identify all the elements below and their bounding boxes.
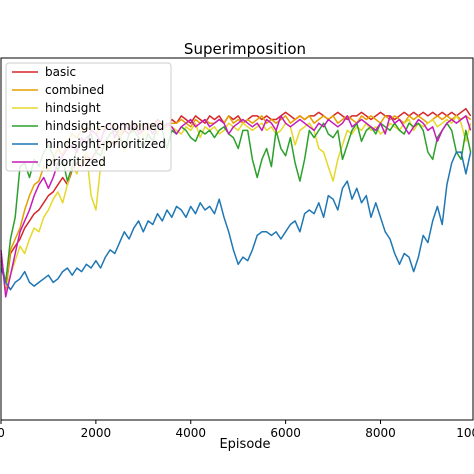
x-tick-label-8000: 8000	[365, 426, 396, 440]
legend-label-prioritized: prioritized	[45, 155, 106, 169]
x-axis-label: Episode	[219, 437, 270, 452]
series-line-hindsight-prioritized	[0, 151, 472, 291]
x-axis: 0 2000 4000 6000 8000 10000	[0, 420, 474, 440]
x-tick-label-6000: 6000	[270, 426, 301, 440]
legend-label-hindsight-prioritized: hindsight-prioritized	[45, 137, 166, 151]
x-tick-label-2000: 2000	[81, 426, 112, 440]
plot-frame	[0, 57, 474, 421]
legend-label-hindsight: hindsight	[45, 101, 101, 115]
x-tick-label-4000: 4000	[175, 426, 206, 440]
chart-title: Superimposition	[184, 40, 306, 58]
legend-label-hindsight-combined: hindsight-combined	[45, 119, 164, 133]
legend: basic combined hindsight hindsight-combined…	[5, 62, 172, 172]
legend-label-combined: combined	[45, 83, 104, 97]
x-tick-label-0: 0	[0, 426, 5, 440]
legend-label-basic: basic	[45, 65, 76, 79]
x-tick-label-10000: 10000	[456, 426, 474, 440]
legend-box	[5, 62, 172, 172]
